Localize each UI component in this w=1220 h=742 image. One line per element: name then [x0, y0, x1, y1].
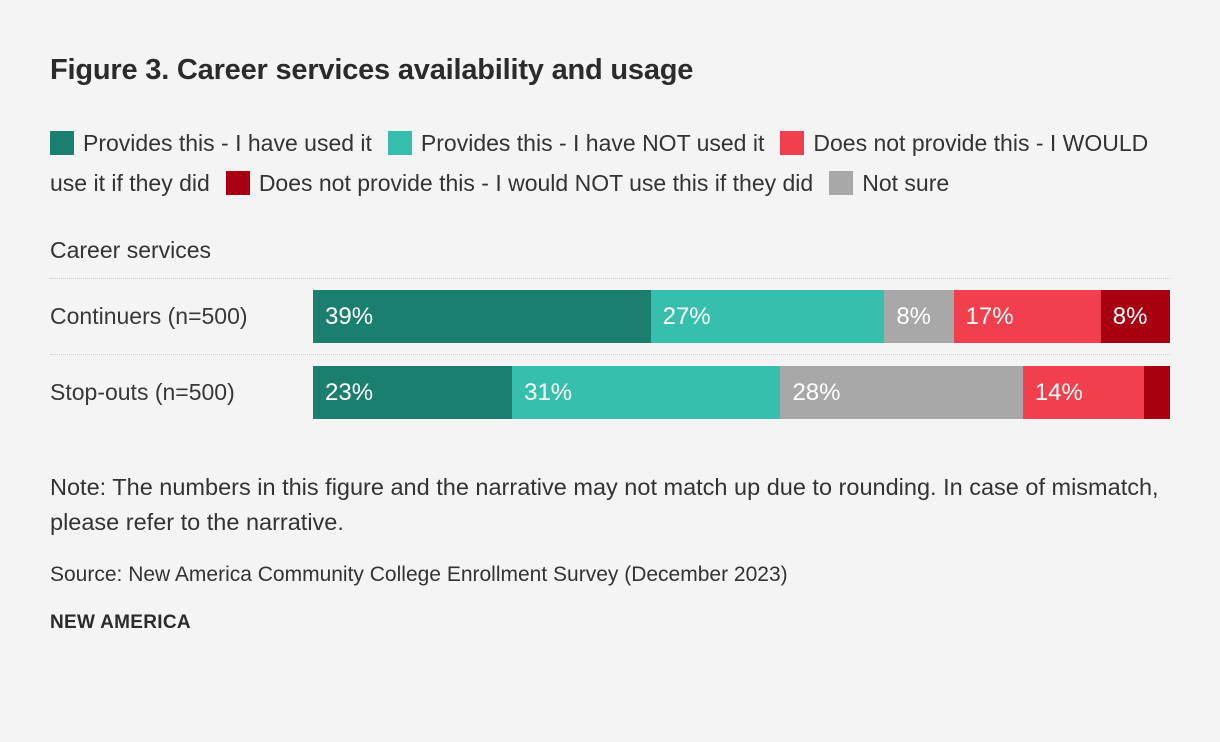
legend-label: Provides this - I have used it — [83, 130, 372, 156]
figure-title: Figure 3. Career services availability a… — [50, 54, 694, 86]
bar-segment-value: 28% — [792, 378, 841, 406]
row-label: Continuers (n=500) — [50, 303, 248, 329]
bar-track: 39% 27% 8% 17% 8% — [313, 290, 1170, 343]
legend-label: Does not provide this - I would NOT use … — [258, 170, 814, 196]
figure-note: Note: The numbers in this figure and the… — [50, 474, 1159, 535]
legend-label: Provides this - I have NOT used it — [420, 130, 765, 156]
bar-segment — [1144, 366, 1170, 419]
bar-segment: 8% — [1100, 290, 1170, 343]
bar-segment-value: 31% — [524, 378, 573, 406]
bar-segment: 28% — [780, 366, 1023, 419]
chart-legend: Provides this - I have used it Provides t… — [50, 123, 1174, 203]
bar-segment-value: 8% — [1112, 302, 1148, 330]
bar-track: 23% 31% 28% 14% — [313, 366, 1170, 419]
bar-segment-value: 17% — [965, 302, 1014, 330]
legend-swatch-icon — [225, 171, 250, 195]
bar-segment: 14% — [1022, 366, 1144, 419]
legend-item: Provides this - I have used it — [50, 130, 372, 156]
bar-segment: 27% — [650, 290, 885, 343]
chart-row: Stop-outs (n=500) 23% 31% 28% 14% — [50, 354, 1170, 430]
bar-segment: 17% — [953, 290, 1101, 343]
legend-item: Does not provide this - I WOULD use it i… — [50, 130, 1148, 196]
bar-segment-value: 8% — [896, 302, 931, 330]
figure-inner: Figure 3. Career services availability a… — [50, 54, 1174, 633]
legend-item: Does not provide this - I would NOT use … — [216, 170, 813, 196]
bar-segment-value: 14% — [1034, 378, 1083, 406]
chart-row: Continuers (n=500) 39% 27% 8% 17% 8% — [50, 278, 1170, 354]
brand-wordmark: NEW AMERICA — [50, 612, 191, 633]
legend-swatch-icon — [829, 171, 854, 195]
legend-item: Provides this - I have NOT used it — [378, 130, 764, 156]
legend-label: Does not provide this - I WOULD use it i… — [50, 130, 1149, 196]
bar-segment: 8% — [884, 290, 954, 343]
bar-segment-value: 39% — [325, 302, 374, 330]
stacked-bar-chart: Continuers (n=500) 39% 27% 8% 17% 8% Stop-outs… — [50, 278, 1170, 430]
bar-segment: 23% — [313, 366, 513, 419]
legend-swatch-icon — [50, 131, 74, 155]
bar-segment: 39% — [313, 290, 651, 343]
group-label: Career services — [50, 237, 212, 263]
bar-segment: 31% — [512, 366, 781, 419]
legend-label: Not sure — [862, 170, 950, 196]
legend-swatch-icon — [780, 131, 805, 155]
row-label: Stop-outs (n=500) — [50, 379, 235, 405]
figure-source: Source: New America Community College En… — [50, 563, 788, 586]
legend-item: Not sure — [819, 170, 949, 196]
bar-segment-value: 23% — [325, 378, 374, 406]
bar-segment-value: 27% — [662, 302, 711, 330]
legend-swatch-icon — [387, 131, 412, 155]
